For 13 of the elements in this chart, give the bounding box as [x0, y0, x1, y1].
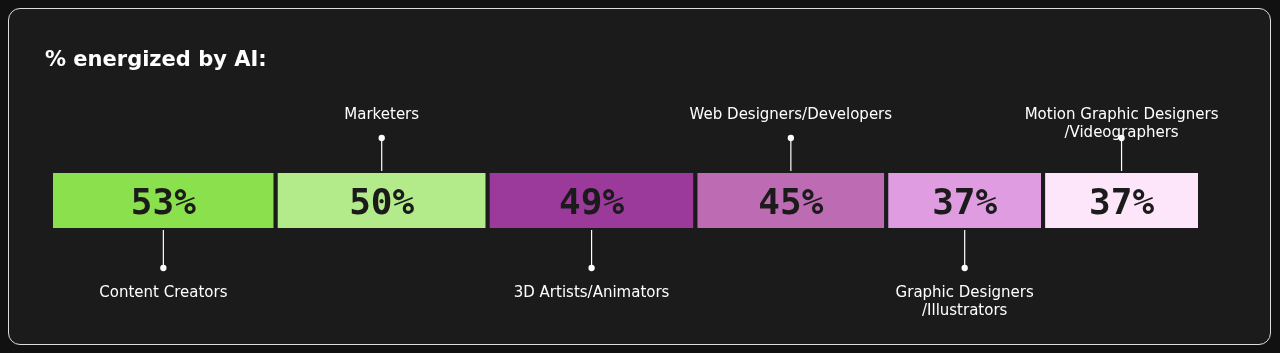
text: Web Designers/Developers	[689, 105, 893, 123]
chart-title: % energized by AI:	[45, 47, 267, 71]
data-label: 45%	[758, 180, 824, 222]
text: Content Creators	[99, 283, 228, 301]
text: Marketers	[344, 105, 420, 123]
text: 3D Artists/Animators	[513, 283, 670, 301]
text: Motion Graphic Designers /Videographers	[1024, 105, 1219, 141]
data-label: 49%	[559, 180, 625, 222]
data-label: 37%	[1089, 180, 1155, 222]
text: Graphic Designers /Illustrators	[895, 283, 1034, 319]
data-label: 53%	[130, 180, 197, 222]
data-label: 50%	[349, 180, 415, 222]
data-label: 37%	[932, 180, 998, 222]
